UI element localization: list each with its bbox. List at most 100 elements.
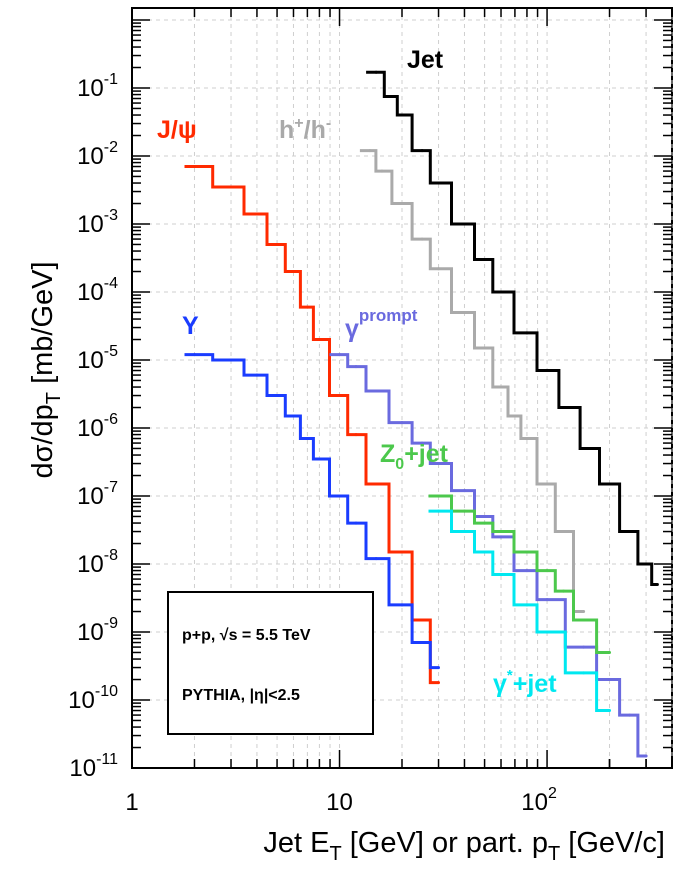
series-1-point: [420, 237, 424, 241]
info-box-energy: p+p, √s = 5.5 TeV: [182, 627, 311, 644]
series-3-point: [229, 358, 233, 362]
series-1-point: [499, 385, 503, 389]
series-4-point: [608, 678, 611, 681]
series-3-point: [193, 353, 196, 357]
series-3-point: [275, 394, 279, 397]
series-1-point: [545, 482, 549, 486]
series-4-point: [338, 353, 341, 357]
series-4-point: [400, 421, 404, 425]
info-box: p+p, √s = 5.5 TeV PYTHIA, |η|<2.5: [167, 591, 374, 735]
series-1-point: [513, 414, 517, 418]
z0-jet-label: Z0+jet: [380, 440, 449, 473]
series-6-point: [582, 671, 586, 675]
series-2-point: [255, 212, 259, 216]
series-2-point: [275, 243, 279, 246]
series-6-point: [545, 630, 549, 634]
series-4-point: [483, 515, 487, 518]
series-3-point: [437, 666, 440, 670]
y-tick-label: 10-1: [77, 71, 118, 102]
info-box-generator: PYTHIA, |η|<2.5: [182, 687, 300, 704]
series-4-point: [545, 598, 549, 602]
series-6-point: [499, 573, 503, 576]
series-1-line: [359, 149, 584, 613]
series-3-point: [305, 437, 309, 440]
series-6-point: [525, 603, 529, 607]
series-0-point: [569, 406, 573, 409]
series-1-point: [483, 346, 487, 350]
series-4-line: [329, 353, 647, 758]
series-3-point: [317, 457, 321, 461]
series-2-point: [317, 338, 321, 341]
series-4-point: [582, 645, 586, 649]
series-4-point: [437, 462, 440, 465]
series-0-point: [499, 290, 503, 294]
series-3-point: [400, 603, 404, 607]
series-2-point: [420, 618, 424, 622]
series-1-point: [368, 149, 372, 153]
series-3-point: [338, 494, 341, 498]
series-0-point: [391, 95, 394, 98]
series-3-point: [255, 373, 259, 377]
series-2-point: [400, 550, 404, 554]
series-0-point: [437, 181, 440, 185]
series-1-point: [400, 202, 404, 205]
series-5-point: [483, 521, 487, 525]
series-0-point: [525, 331, 529, 335]
series-6-point: [437, 509, 440, 513]
series-1-point: [525, 437, 529, 440]
series-2-point: [437, 681, 440, 685]
series-5-point: [437, 494, 440, 498]
jpsi-label: J/ψ: [157, 116, 197, 144]
y-tick-label: 10-4: [77, 275, 118, 306]
series-0-point: [420, 149, 424, 153]
series-3-point: [354, 521, 358, 525]
series-6-line: [428, 509, 610, 712]
series-1-point: [562, 530, 565, 533]
series-0-line: [366, 70, 658, 586]
y-tick-label: 10-6: [77, 411, 118, 442]
x-tick-label: 1: [125, 789, 138, 816]
series-5-point: [562, 589, 565, 593]
series-2-point: [305, 305, 309, 309]
info-box-frame: [167, 591, 374, 735]
series-0-point: [483, 258, 487, 261]
series-4-point: [628, 713, 632, 717]
axis-ticks: [131, 8, 673, 769]
series-2-point: [292, 270, 295, 273]
series-5-point: [463, 509, 466, 513]
y-tick-label: 10-3: [77, 207, 118, 238]
y-tick-label: 10-7: [77, 479, 118, 510]
series-1-point: [437, 267, 440, 271]
series-1-point: [463, 311, 466, 314]
series-0-point: [587, 447, 591, 450]
series-3-line: [184, 353, 439, 670]
series-3-point: [420, 641, 424, 644]
upsilon-label: Υ: [182, 312, 199, 340]
gamma-star-jet-label: γ*+jet: [493, 667, 557, 698]
series-3-point: [292, 414, 295, 418]
series-2-point: [229, 185, 233, 189]
series-0-point: [400, 113, 404, 117]
series-5-point: [608, 651, 611, 654]
series-2-point: [374, 482, 378, 486]
series-4-point: [374, 389, 378, 393]
series-0-point: [644, 562, 648, 566]
x-tick-label: 102: [521, 785, 557, 816]
y-tick-label: 10-9: [77, 615, 118, 646]
series-5-point: [499, 530, 503, 533]
series-2-line: [184, 165, 439, 685]
series-layer: [184, 70, 659, 758]
y-tick-label: 10-5: [77, 343, 118, 374]
series-4-point: [463, 489, 466, 493]
series-1-point: [582, 610, 586, 613]
series-4-point: [525, 569, 529, 573]
series-2-point: [193, 165, 196, 168]
tick-labels: 10-1 10-2 10-3 10-4 10-5 10-6 10-7 10-8 10-9 10-1…: [68, 71, 557, 816]
series-1-point: [380, 169, 384, 173]
series-0-point: [628, 530, 632, 533]
series-5-point: [582, 618, 586, 622]
series-6-point: [608, 709, 611, 712]
series-5-point: [525, 550, 529, 554]
series-4-point: [354, 365, 358, 369]
